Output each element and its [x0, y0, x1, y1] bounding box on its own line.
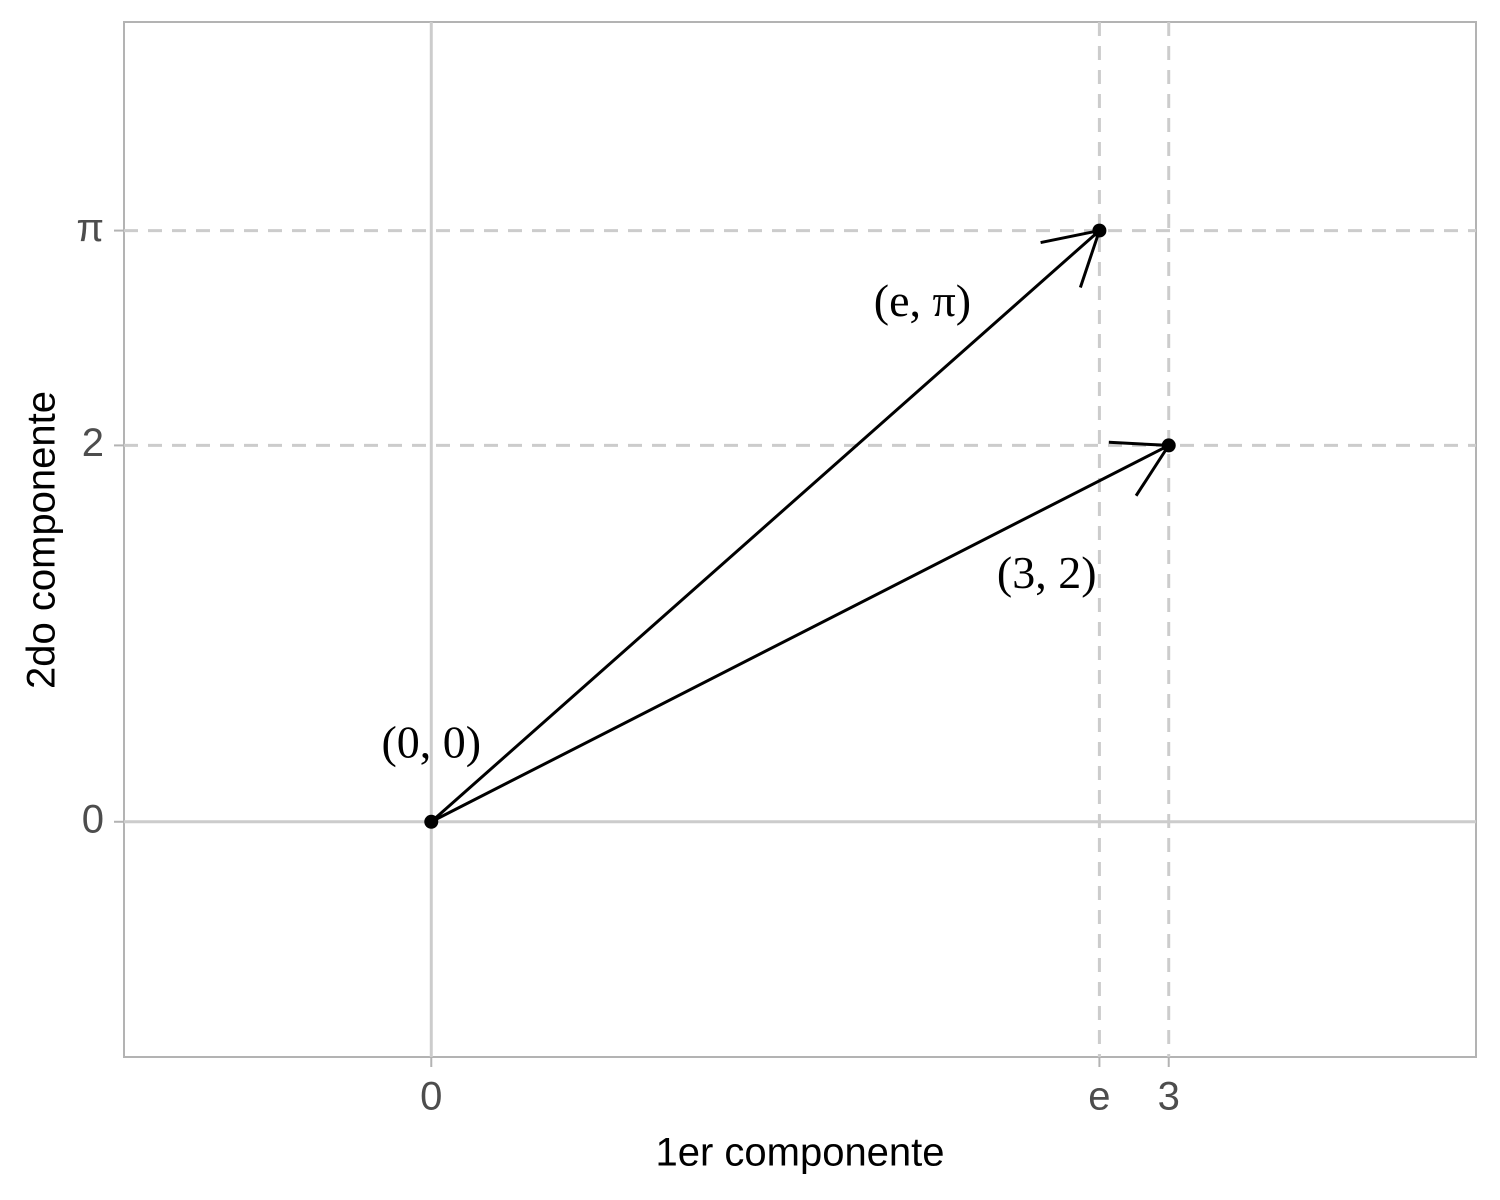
x-tick-label: 3 [1158, 1075, 1180, 1119]
x-axis-title: 1er componente [655, 1131, 944, 1175]
y-tick-label: 0 [82, 797, 104, 841]
point [1092, 223, 1107, 238]
point-label: (e, π) [874, 275, 971, 326]
y-axis-title: 2do componente [20, 391, 64, 689]
vector [430, 229, 1101, 823]
point [424, 814, 439, 829]
x-tick-label: 0 [420, 1075, 442, 1119]
panel [123, 21, 1477, 1058]
vector [430, 444, 1170, 824]
x-tick-label: e [1088, 1075, 1110, 1119]
y-tick-label: 2 [82, 421, 104, 465]
point-label: (3, 2) [997, 547, 1097, 598]
point-label: (0, 0) [381, 716, 481, 767]
y-tick-label: π [76, 206, 104, 250]
point [1161, 438, 1176, 453]
